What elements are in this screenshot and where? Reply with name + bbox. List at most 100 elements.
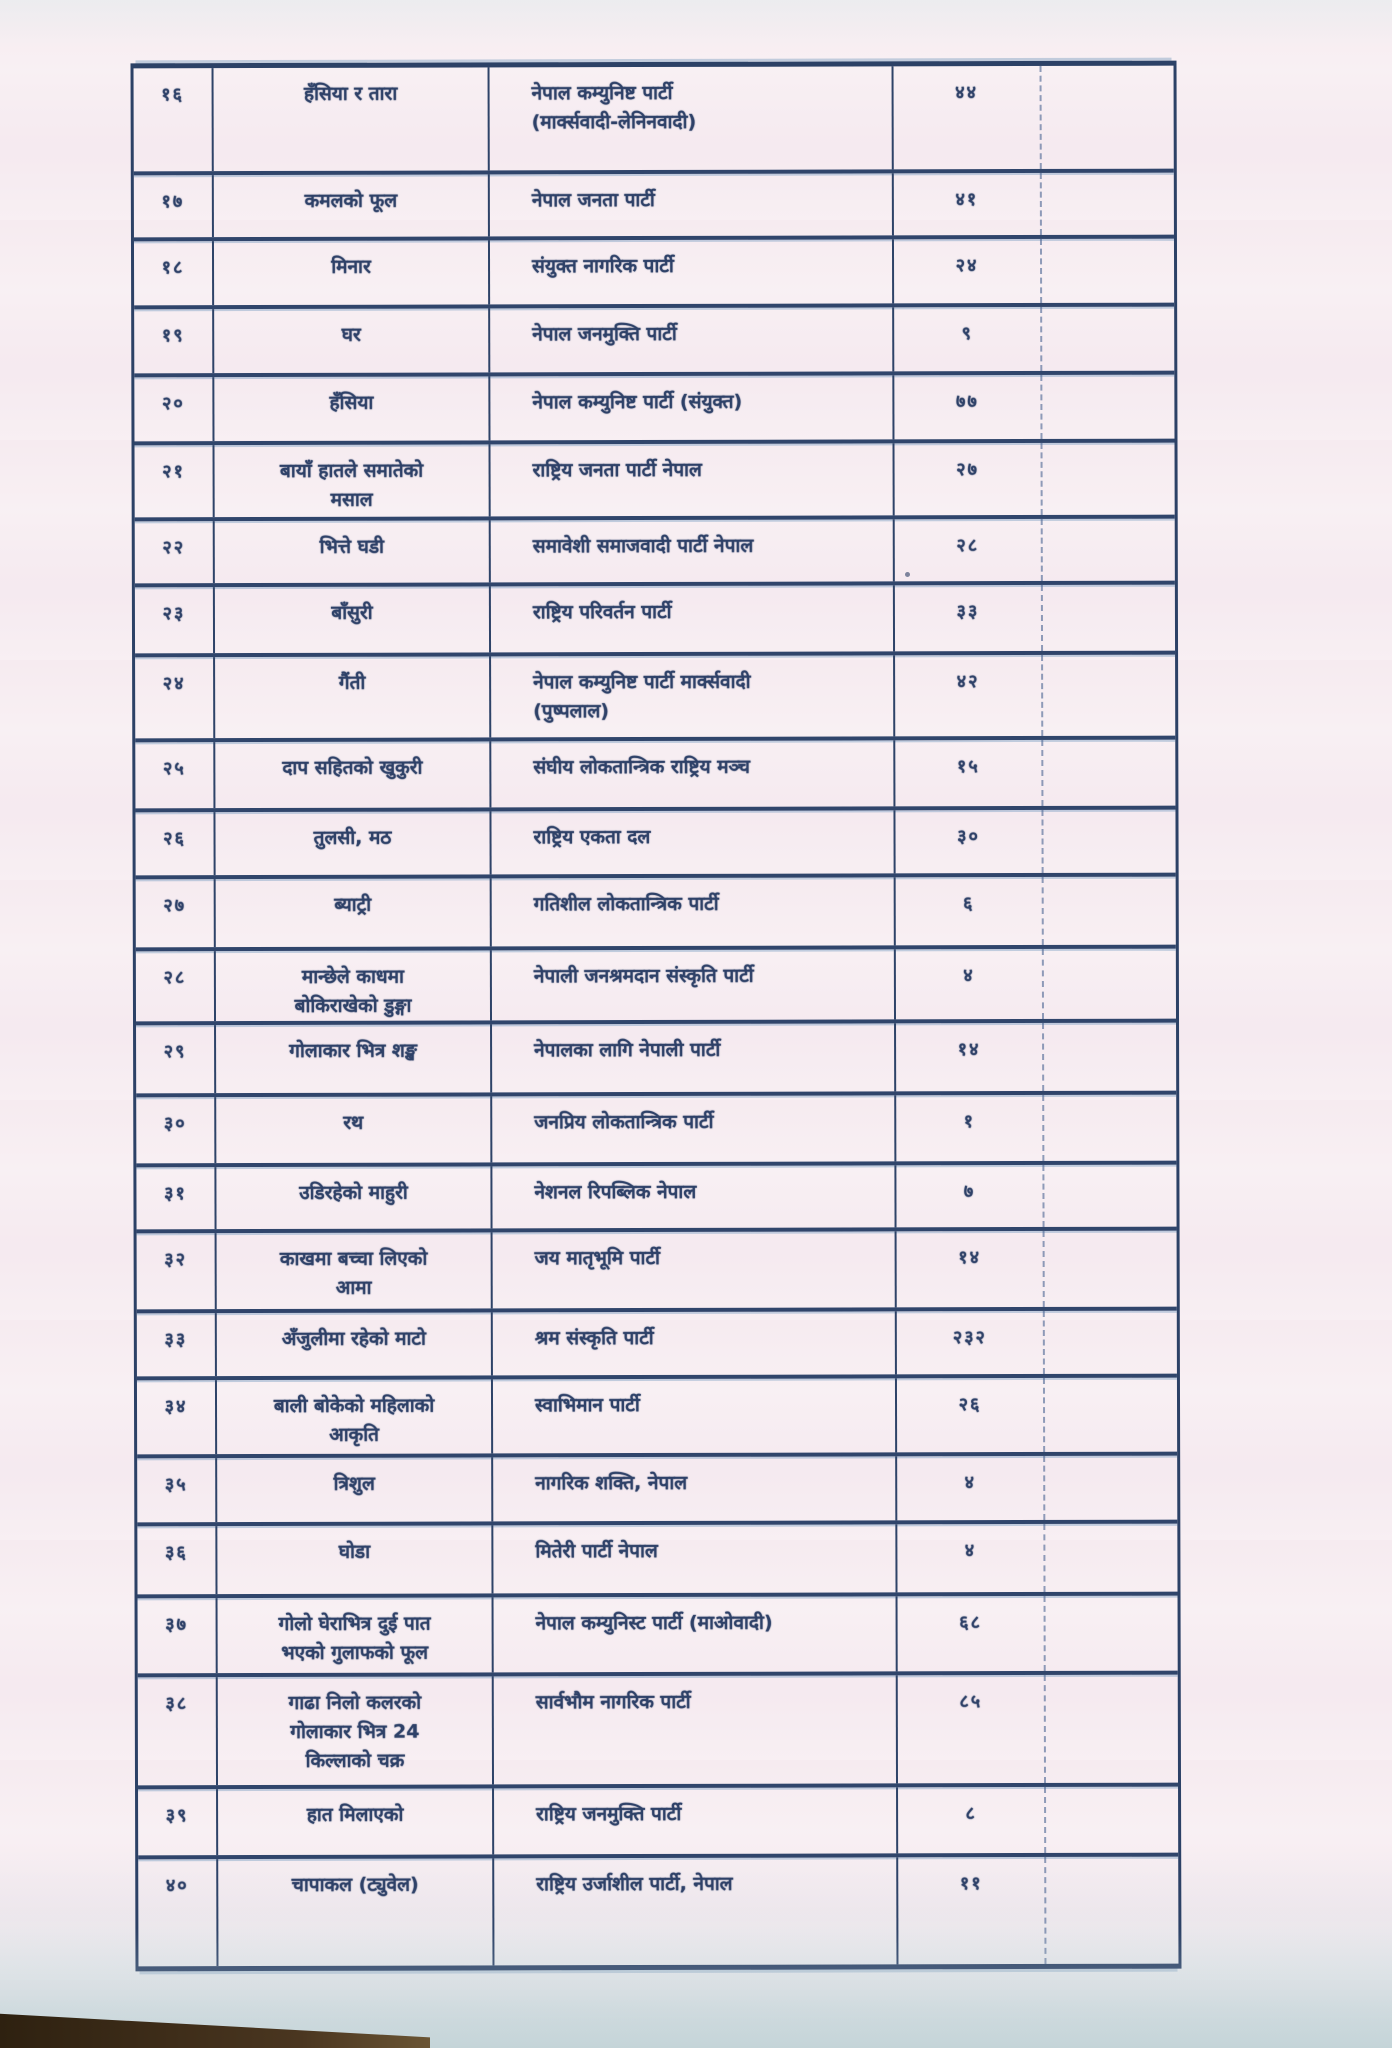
remarks-cell xyxy=(1044,1856,1183,1964)
party-name: नेपाल कम्युनिष्ट पार्टी (मार्क्सवादी-लेन… xyxy=(531,81,697,134)
serial-number: १७ xyxy=(161,191,185,213)
serial-number-cell: २९ xyxy=(136,1025,214,1093)
party-cell: सार्वभौम नागरिक पार्टी xyxy=(491,1675,897,1785)
symbol-description: घर xyxy=(341,323,361,346)
remarks-cell xyxy=(1040,518,1179,581)
party-name: राष्ट्रिय जनता पार्टी नेपाल xyxy=(532,458,702,482)
party-name: स्वाभिमान पार्टी xyxy=(534,1394,640,1417)
party-name: नेपालका लागि नेपाली पार्टी xyxy=(534,1038,721,1062)
party-name: संघीय लोकतान्त्रिक राष्ट्रिय मञ्च xyxy=(533,755,750,779)
serial-number: १८ xyxy=(161,257,185,279)
count-value: १ xyxy=(963,1111,975,1133)
symbol-description: रथ xyxy=(343,1111,364,1134)
party-name: नेपाली जनश्रमदान संस्कृति पार्टी xyxy=(533,964,754,988)
symbol-cell: रथ xyxy=(214,1096,491,1164)
serial-number-cell: ३० xyxy=(136,1097,214,1163)
symbol-cell: गोलाकार भित्र शङ्ख xyxy=(214,1024,491,1094)
symbol-description: अँजुलीमा रहेको माटो xyxy=(281,1327,426,1350)
party-name: नेपाल जनमुक्ति पार्टी xyxy=(532,322,677,346)
remarks-cell xyxy=(1041,948,1181,1019)
count-value: १५ xyxy=(956,756,980,778)
count-cell: ६८ xyxy=(895,1595,1044,1672)
table-row: २६ तुलसी, मठ राष्ट्रिय एकता दल ३० xyxy=(135,805,1180,876)
remarks-cell xyxy=(1043,1455,1182,1520)
count-cell: ४४ xyxy=(891,65,1040,170)
symbol-cell: ब्याट्री xyxy=(213,878,490,948)
symbol-description: मिनार xyxy=(331,255,371,278)
party-name: नेशनल रिपब्लिक नेपाल xyxy=(534,1180,697,1204)
remarks-cell xyxy=(1040,374,1179,439)
serial-number-cell: ३७ xyxy=(138,1598,216,1673)
symbol-cell: तुलसी, मठ xyxy=(213,811,490,876)
symbol-description: हँसिया र तारा xyxy=(303,82,398,105)
symbol-cell: गैंती xyxy=(213,656,490,739)
symbol-description: काखमा बच्चा लिएको आमा xyxy=(279,1247,428,1299)
serial-number: २२ xyxy=(162,537,186,559)
serial-number: २० xyxy=(161,393,185,415)
remarks-cell xyxy=(1043,1674,1183,1783)
remarks-cell xyxy=(1042,1164,1181,1227)
remarks-cell xyxy=(1040,306,1179,371)
remarks-cell xyxy=(1042,1230,1181,1307)
table-row: ४० चापाकल (ट्युवेल) राष्ट्रिय उर्जाशील प… xyxy=(138,1852,1183,1967)
count-cell: २६ xyxy=(894,1377,1044,1453)
count-value: ९ xyxy=(961,323,973,345)
scan-corner-artifact xyxy=(0,2013,430,2048)
serial-number: ३५ xyxy=(164,1474,188,1496)
symbol-cell: उडिरहेको माहुरी xyxy=(214,1166,491,1230)
symbol-cell: बाली बोकेको महिलाको आकृति xyxy=(214,1379,492,1455)
party-name: समावेशी समाजवादी पार्टी नेपाल xyxy=(532,534,754,558)
serial-number: ३२ xyxy=(164,1249,188,1271)
serial-number-cell: २३ xyxy=(135,587,213,653)
party-name: मितेरी पार्टी नेपाल xyxy=(535,1539,658,1563)
symbol-description: हात मिलाएको xyxy=(306,1803,404,1826)
count-value: २८ xyxy=(956,535,980,557)
count-cell: ७ xyxy=(894,1164,1043,1228)
count-value: ४ xyxy=(964,1540,977,1562)
table-row: २८ मान्छेले काधमा बोकिराखेको डुङ्गा नेपा… xyxy=(135,944,1181,1022)
serial-number-cell: ३६ xyxy=(137,1526,215,1594)
serial-number: १६ xyxy=(161,84,184,106)
table-row: १७ कमलको फूल नेपाल जनता पार्टी ४१ xyxy=(133,168,1178,238)
count-value: ३० xyxy=(957,826,980,848)
symbol-cell: हँसिया र तारा xyxy=(211,67,488,172)
symbol-description: हँसिया xyxy=(329,391,374,414)
serial-number: २३ xyxy=(162,603,186,625)
count-value: २७ xyxy=(956,459,979,481)
count-value: ११ xyxy=(959,1873,983,1895)
count-value: ४४ xyxy=(955,82,978,104)
serial-number-cell: २४ xyxy=(135,657,213,738)
table-row: १९ घर नेपाल जनमुक्ति पार्टी ९ xyxy=(134,302,1179,374)
count-cell: ३३ xyxy=(892,584,1042,652)
party-name: राष्ट्रिय परिवर्तन पार्टी xyxy=(532,600,672,624)
serial-number-cell: १८ xyxy=(134,241,212,305)
serial-number-cell: २२ xyxy=(135,521,213,583)
remarks-cell xyxy=(1044,1786,1183,1853)
serial-number: ३१ xyxy=(164,1183,187,1205)
count-cell: ९ xyxy=(892,306,1041,372)
party-name: नागरिक शक्ति, नेपाल xyxy=(535,1471,688,1495)
symbol-description: उडिरहेको माहुरी xyxy=(299,1181,408,1204)
party-cell: नेपाल कम्युनिस्ट पार्टी (माओवादी) xyxy=(491,1596,896,1673)
party-name: गतिशील लोकतान्त्रिक पार्टी xyxy=(533,892,719,916)
symbol-description: त्रिशुल xyxy=(333,1472,375,1495)
table-row: ३१ उडिरहेको माहुरी नेशनल रिपब्लिक नेपाल … xyxy=(136,1160,1181,1230)
table-row: ३० रथ जनप्रिय लोकतान्त्रिक पार्टी १ xyxy=(136,1090,1181,1164)
remarks-cell xyxy=(1039,172,1178,235)
count-cell: ७७ xyxy=(892,374,1041,440)
table-row: २० हँसिया नेपाल कम्युनिष्ट पार्टी (संयुक… xyxy=(134,370,1179,442)
symbol-cell: भित्ते घडी xyxy=(212,520,489,584)
symbol-description: घोडा xyxy=(338,1540,371,1563)
count-cell: ११ xyxy=(896,1856,1045,1965)
serial-number-cell: ३१ xyxy=(136,1167,214,1229)
symbol-description: तुलसी, मठ xyxy=(313,826,392,849)
party-cell: स्वाभिमान पार्टी xyxy=(490,1378,896,1454)
count-value: ३३ xyxy=(956,601,980,623)
table-row: २१ बायाँ हातले समातेको मसाल राष्ट्रिय जन… xyxy=(134,438,1179,518)
party-cell: नेपाल जनता पार्टी xyxy=(487,173,892,237)
serial-number: २५ xyxy=(162,758,186,780)
table-row: २९ गोलाकार भित्र शङ्ख नेपालका लागि नेपाल… xyxy=(136,1018,1181,1094)
serial-number-cell: ३४ xyxy=(137,1380,215,1454)
party-name: राष्ट्रिय उर्जाशील पार्टी, नेपाल xyxy=(536,1872,733,1896)
remarks-cell xyxy=(1040,442,1179,515)
